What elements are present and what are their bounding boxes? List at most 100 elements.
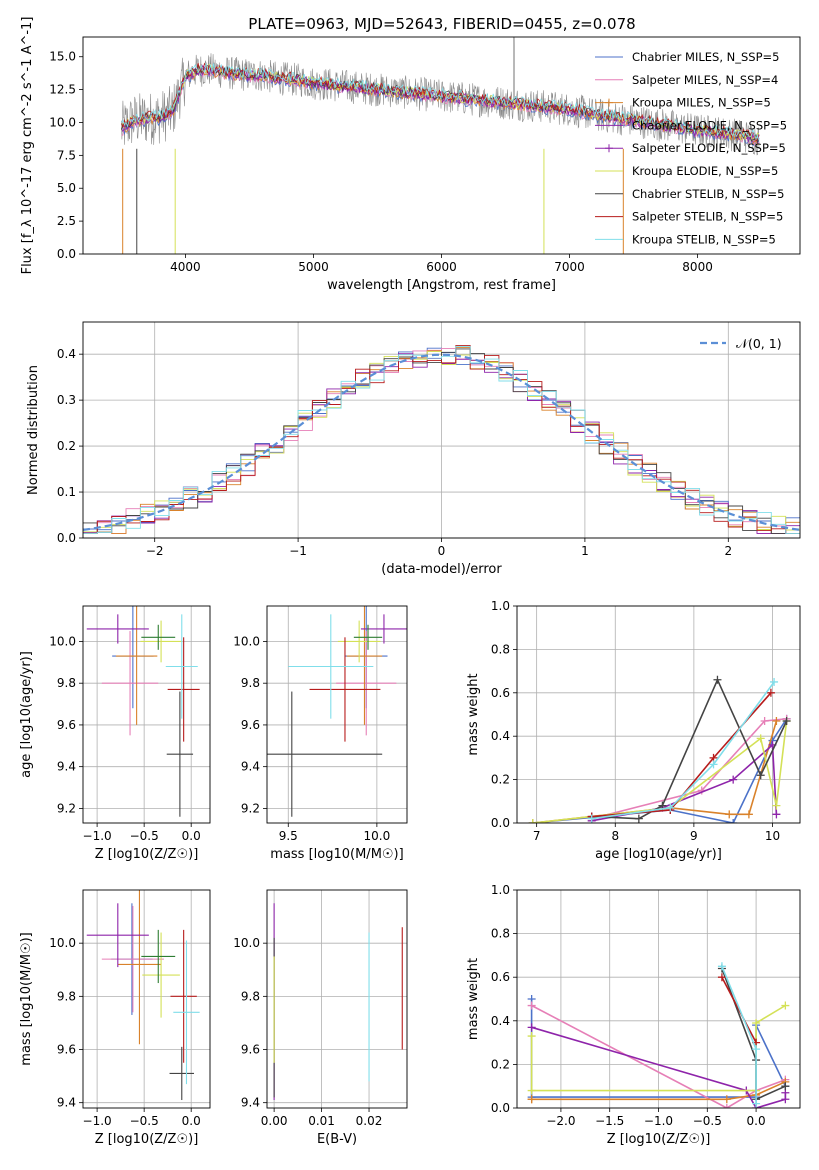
legend-label: Kroupa STELIB, N_SSP=5 [632, 232, 776, 246]
y-tick-label: 5.0 [57, 181, 76, 195]
weight-marker [717, 973, 726, 982]
weight-marker [744, 810, 753, 819]
y-tick-label: 10.0 [233, 936, 260, 950]
x-axis-label: age [log10(age/yr)] [595, 847, 722, 862]
x-tick-label: 5000 [298, 260, 329, 274]
y-axis-label: mass weight [466, 673, 481, 755]
panel-age_vs_mass: 9.5 10.0 9.2 9.4 9.6 9.8 10.0 mass [log10(M/M☉)… [233, 605, 408, 862]
y-tick-label: 9.4 [57, 1096, 76, 1110]
weight-line [591, 681, 775, 820]
weight-marker [527, 1023, 536, 1032]
x-tick-label: 0.0 [747, 1114, 766, 1128]
y-tick-label: 9.6 [57, 718, 76, 732]
y-tick-label: 0.4 [491, 1014, 510, 1028]
weight-marker [752, 1099, 761, 1108]
y-axis-label: mass [log10(M/M☉)] [19, 932, 34, 1065]
plot-area [121, 37, 760, 254]
weight-marker [781, 1082, 790, 1091]
x-tick-label: 0.0 [182, 829, 201, 843]
axes-frame [516, 889, 801, 1109]
weight-marker [527, 1086, 536, 1095]
y-tick-label: 9.4 [241, 1096, 260, 1110]
weight-marker [587, 814, 596, 823]
panel-residuals: −2 −1 0 1 2 0.0 0.1 0.2 0.3 0.4 (data-model)/error… [26, 321, 801, 577]
legend-label: Kroupa MILES, N_SSP=5 [632, 96, 771, 110]
x-axis-label: Z [log10(Z/Z☉)] [607, 1132, 711, 1147]
axes-frame [82, 321, 801, 539]
figure-title: PLATE=0963, MJD=52643, FIBERID=0455, z=0… [248, 15, 635, 33]
y-tick-label: 0.1 [57, 485, 76, 499]
x-tick-label: −1.0 [83, 1114, 112, 1128]
y-axis-label: Flux [f_λ 10^-17 erg cm^-2 s^-1 A^-1] [20, 17, 35, 275]
weight-marker [781, 1001, 790, 1010]
y-tick-label: 9.8 [241, 676, 260, 690]
weight-marker [634, 814, 643, 823]
y-tick-label: 7.5 [57, 148, 76, 162]
x-tick-label: 0.02 [356, 1114, 383, 1128]
weight-line [721, 976, 757, 1043]
weight-marker [756, 771, 765, 780]
x-axis-label: (data-model)/error [381, 562, 502, 577]
y-tick-label: 0.0 [491, 816, 510, 830]
axes-frame [266, 605, 408, 824]
weight-marker [729, 819, 738, 823]
y-tick-label: 9.6 [241, 718, 260, 732]
legend-label: Chabrier STELIB, N_SSP=5 [632, 187, 784, 201]
y-tick-label: 10.0 [49, 115, 76, 129]
x-tick-label: 0.0 [182, 1114, 201, 1128]
y-tick-label: 9.8 [57, 989, 76, 1003]
legend-label: Salpeter STELIB, N_SSP=5 [632, 210, 783, 224]
y-axis-label: Normed distribution [26, 365, 41, 495]
x-tick-label: 1 [581, 544, 589, 558]
x-tick-label: −1.0 [644, 1114, 673, 1128]
x-tick-label: 0.01 [308, 1114, 335, 1128]
y-axis-label: mass weight [466, 958, 481, 1040]
plot-area [528, 675, 791, 823]
plot-area [273, 903, 403, 1101]
y-tick-label: 9.6 [57, 1043, 76, 1057]
weight-marker [772, 801, 781, 810]
y-tick-label: 9.4 [57, 760, 76, 774]
weight-marker [770, 677, 779, 686]
plot-area [527, 962, 790, 1108]
x-tick-label: 0.00 [261, 1114, 288, 1128]
model-spectrum [121, 63, 760, 141]
y-tick-label: 9.2 [57, 801, 76, 815]
y-tick-label: 0.4 [57, 347, 76, 361]
legend-label: Kroupa ELODIE, N_SSP=5 [632, 164, 778, 178]
weight-marker [666, 803, 675, 812]
y-tick-label: 9.4 [241, 760, 260, 774]
x-tick-label: −1 [289, 544, 307, 558]
x-tick-label: −2 [146, 544, 164, 558]
x-tick-label: −0.5 [693, 1114, 722, 1128]
weight-marker [725, 810, 734, 819]
weight-marker [729, 775, 738, 784]
x-axis-label: Z [log10(Z/Z☉)] [95, 847, 199, 862]
plot-area [83, 345, 800, 534]
y-tick-label: 0.3 [57, 393, 76, 407]
legend-marker [605, 144, 613, 153]
plot-area [86, 890, 200, 1101]
y-tick-label: 1.0 [491, 599, 510, 613]
weight-marker [713, 675, 722, 684]
x-tick-label: 9.5 [279, 829, 298, 843]
x-tick-label: 10 [765, 829, 780, 843]
weight-marker [709, 760, 718, 769]
legend-label: Chabrier MILES, N_SSP=5 [632, 50, 779, 64]
weight-marker [717, 962, 726, 971]
x-tick-label: 0 [438, 544, 446, 558]
y-tick-label: 10.0 [233, 634, 260, 648]
y-tick-label: 0.0 [57, 531, 76, 545]
x-tick-label: 8 [611, 829, 619, 843]
weight-marker [722, 1095, 731, 1104]
axes-frame [82, 36, 801, 255]
legend-label: 𝒩(0, 1) [736, 336, 782, 351]
x-tick-label: 4000 [170, 260, 201, 274]
panel-mass_vs_ebv: 0.00 0.01 0.02 9.4 9.6 9.8 10.0 E(B-V) [233, 889, 408, 1147]
x-tick-label: −2.0 [546, 1114, 575, 1128]
x-tick-label: 10.0 [364, 829, 391, 843]
legend-label: Chabrier ELODIE, N_SSP=5 [632, 118, 787, 132]
legend-marker [605, 98, 613, 107]
panel-age_vs_Z: −1.0 −0.5 0.0 9.2 9.4 9.6 9.8 10.0 Z [log10(Z/Z☉… [19, 605, 211, 862]
